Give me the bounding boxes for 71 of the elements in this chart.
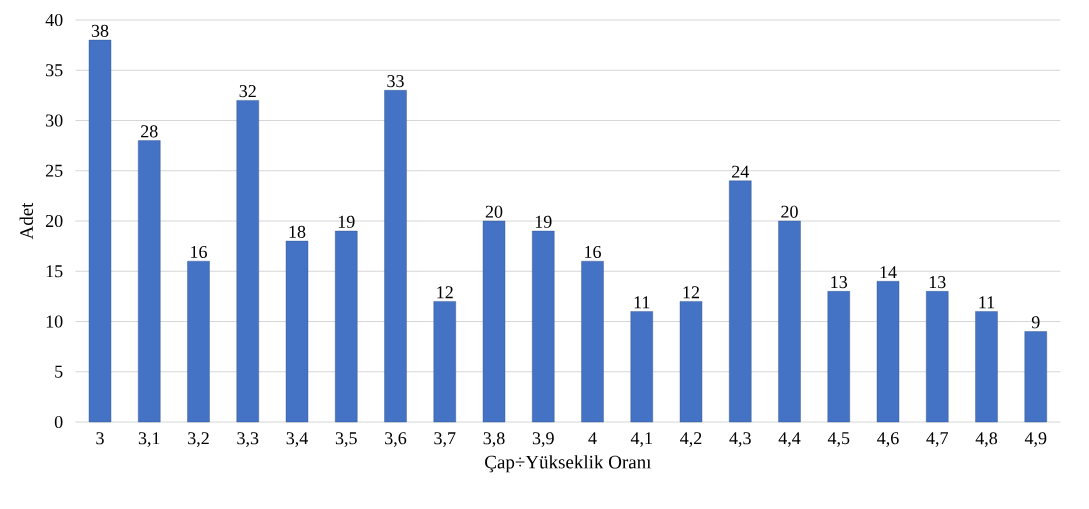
bar — [285, 240, 309, 423]
data-label: 24 — [732, 165, 749, 178]
y-axis-title: Adet — [19, 202, 33, 240]
x-tick-label: 3,7 — [434, 432, 456, 447]
y-tick-label: 30 — [46, 114, 63, 127]
y-tick-label: 35 — [46, 64, 63, 77]
bar — [532, 230, 555, 423]
data-label: 11 — [634, 296, 650, 309]
bar — [926, 291, 949, 423]
x-tick-label: 4,6 — [877, 432, 899, 447]
bar — [581, 261, 604, 423]
x-tick-label: 4,5 — [827, 432, 850, 447]
bar — [778, 220, 801, 423]
data-label: 18 — [289, 225, 306, 238]
bar — [827, 291, 850, 423]
y-tick-label: 20 — [45, 214, 63, 228]
bar — [729, 180, 752, 423]
bar — [876, 281, 900, 423]
x-tick-label: 4 — [588, 432, 597, 445]
data-label: 16 — [585, 245, 601, 258]
x-tick-label: 4,3 — [729, 432, 751, 447]
x-tick-label: 4,1 — [630, 432, 652, 447]
bar — [630, 311, 653, 423]
x-tick-label: 4,9 — [1024, 432, 1047, 447]
bar — [433, 301, 456, 423]
bar — [679, 301, 703, 423]
data-label: 20 — [781, 205, 798, 218]
data-label: 11 — [979, 296, 995, 309]
bar — [482, 220, 506, 423]
data-label: 16 — [191, 245, 207, 258]
x-tick-label: 3,8 — [483, 432, 505, 447]
data-label: 19 — [535, 215, 552, 228]
data-label: 19 — [338, 215, 355, 228]
x-axis-title: Çap÷Yükseklik Oranı — [485, 455, 652, 473]
x-tick-label: 3,3 — [237, 432, 259, 447]
data-label: 33 — [387, 75, 404, 88]
x-tick-label: 4,7 — [926, 432, 948, 447]
bar — [236, 100, 259, 423]
data-label: 32 — [239, 85, 256, 98]
data-label: 13 — [929, 276, 946, 289]
bar — [88, 39, 112, 423]
y-tick-label: 10 — [46, 315, 63, 328]
y-tick-label: 15 — [46, 265, 63, 278]
data-label: 9 — [1031, 316, 1040, 329]
x-tick-label: 3,9 — [532, 432, 554, 447]
bar — [975, 311, 998, 423]
data-label: 12 — [683, 286, 700, 299]
x-tick-label: 4,4 — [778, 432, 801, 447]
data-label: 20 — [485, 205, 503, 218]
data-label: 13 — [831, 276, 848, 289]
x-tick-label: 3,6 — [385, 432, 407, 447]
bar — [138, 140, 161, 423]
x-tick-label: 4,2 — [680, 432, 702, 447]
x-tick-label: 3,2 — [188, 432, 209, 447]
data-label: 38 — [91, 24, 109, 37]
y-tick-label: 25 — [45, 164, 63, 177]
bar — [335, 230, 358, 423]
data-label: 28 — [141, 125, 158, 138]
bar — [187, 261, 210, 423]
bar — [1024, 331, 1047, 423]
y-tick-label: 0 — [54, 415, 63, 429]
bar — [384, 90, 407, 423]
data-label: 12 — [437, 286, 453, 299]
x-tick-label: 3 — [96, 432, 104, 445]
y-tick-label: 40 — [45, 13, 63, 27]
x-tick-label: 4,8 — [975, 432, 998, 447]
x-tick-label: 3,5 — [335, 432, 357, 447]
data-label: 14 — [880, 266, 897, 279]
x-tick-label: 3,1 — [138, 432, 160, 447]
x-tick-label: 3,4 — [286, 432, 308, 447]
y-tick-label: 5 — [55, 365, 63, 378]
